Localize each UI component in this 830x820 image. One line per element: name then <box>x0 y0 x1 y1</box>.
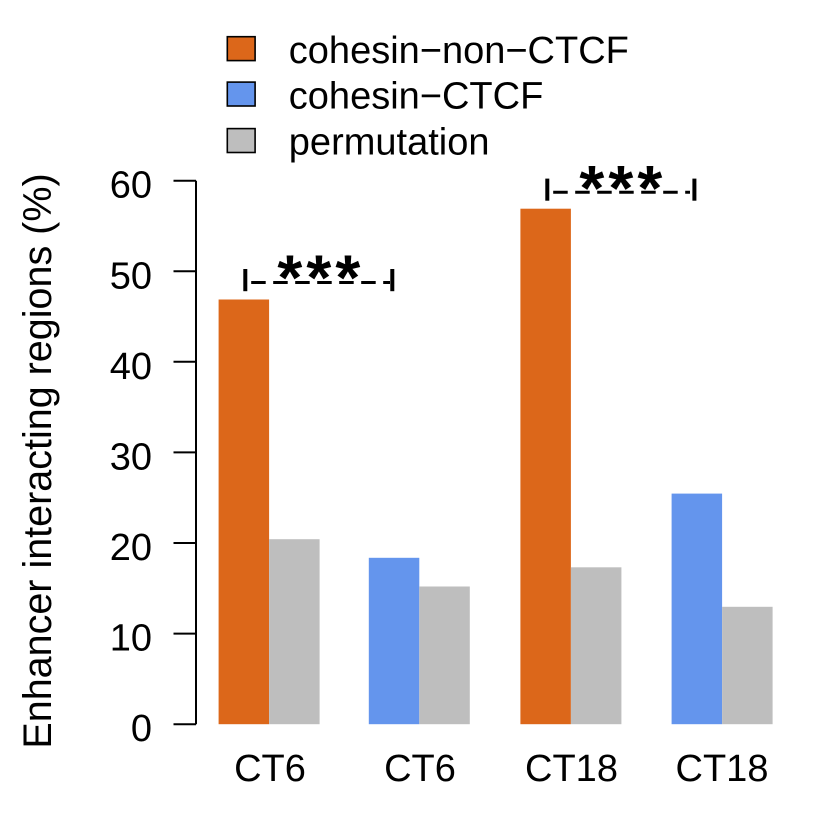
svg-text:*: * <box>637 152 662 224</box>
svg-text:30: 30 <box>110 436 152 478</box>
svg-text:*: * <box>608 152 633 224</box>
svg-text:20: 20 <box>110 527 152 569</box>
svg-text:cohesin−CTCF: cohesin−CTCF <box>289 76 543 118</box>
svg-text:cohesin−non−CTCF: cohesin−non−CTCF <box>289 30 629 72</box>
svg-text:10: 10 <box>110 618 152 660</box>
svg-text:*: * <box>579 152 604 224</box>
svg-text:CT18: CT18 <box>676 748 769 790</box>
svg-text:permutation: permutation <box>289 121 490 163</box>
svg-text:40: 40 <box>110 346 152 388</box>
svg-text:50: 50 <box>110 255 152 297</box>
svg-text:*: * <box>277 241 302 313</box>
svg-text:CT6: CT6 <box>384 748 456 790</box>
svg-text:CT6: CT6 <box>234 748 306 790</box>
svg-text:Enhancer interacting regions (: Enhancer interacting regions (%) <box>16 173 60 748</box>
svg-text:0: 0 <box>131 708 152 750</box>
svg-text:*: * <box>335 241 360 313</box>
svg-text:CT18: CT18 <box>525 748 618 790</box>
svg-text:*: * <box>306 241 331 313</box>
svg-text:60: 60 <box>110 165 152 207</box>
